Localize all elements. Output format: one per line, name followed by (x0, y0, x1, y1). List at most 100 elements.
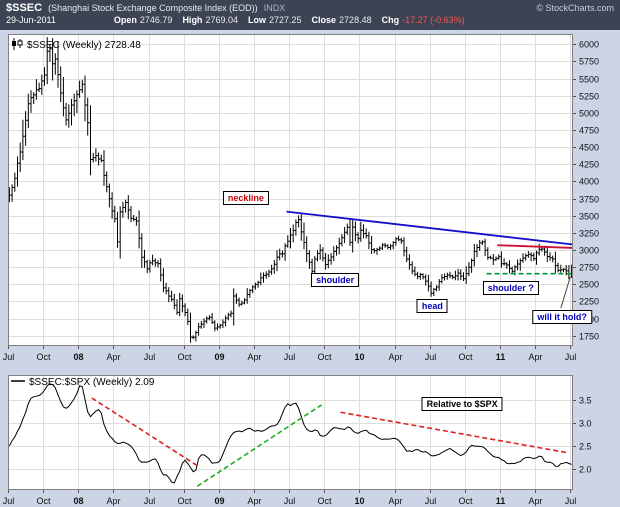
x-axis-label: Apr (247, 352, 261, 362)
x-axis-label: 09 (214, 496, 224, 506)
x-axis-label: Apr (528, 352, 542, 362)
x-axis-label: Oct (458, 496, 473, 506)
close-value: 2728.48 (339, 15, 372, 25)
quote-chg: Chg -17.27 (-0.63%) (382, 15, 465, 25)
plot-background (8, 34, 573, 346)
y-axis-label: 2250 (579, 297, 599, 307)
ratio-chart-title-text: $SSEC:$SPX (Weekly) 2.09 (29, 377, 155, 388)
chg-label: Chg (381, 15, 400, 25)
x-axis-label: 11 (496, 352, 506, 362)
y-axis-label: 6000 (579, 40, 599, 50)
plot-border (8, 34, 573, 346)
high-label: High (182, 15, 203, 25)
x-axis-label: Oct (36, 496, 51, 506)
ratio-chart-title: $SSEC:$SPX (Weekly) 2.09 (11, 377, 154, 388)
y-axis-label: 4500 (579, 143, 599, 153)
quote-high: High 2769.04 (182, 15, 238, 25)
y-axis-label: 3.5 (579, 396, 592, 406)
price-chart: 6000 5750 5500 5250 5000 4750 4500 4250 4000 3750… (3, 34, 599, 363)
quote-values: Open 2746.79 High 2769.04 Low 2727.25 Cl… (114, 15, 465, 25)
x-axis-label: Jul (565, 352, 577, 362)
ratio-chart: 3.5 3.0 2.5 2.0 Jul Oct 08 Apr Jul Oct 09 Apr Jul Oct… (3, 375, 592, 507)
close-label: Close (311, 15, 337, 25)
ratio-line (8, 383, 572, 484)
y-axis-label: 2500 (579, 280, 599, 290)
axis-labels: 6000 5750 5500 5250 5000 4750 4500 4250 4000 3750… (3, 40, 599, 363)
x-axis-label: Oct (177, 496, 192, 506)
trendline (196, 404, 323, 487)
trendline (340, 411, 568, 454)
y-axis-label: 2000 (579, 315, 599, 325)
x-axis-label: Jul (284, 496, 296, 506)
low-value: 2727.25 (268, 15, 302, 25)
x-axis-label: Oct (36, 352, 51, 362)
x-axis-label: 08 (73, 496, 83, 506)
y-axis-label: 3.0 (579, 419, 592, 429)
index-name: (Shanghai Stock Exchange Composite Index… (48, 3, 258, 13)
quote-low: Low 2727.25 (248, 15, 302, 25)
x-axis-label: Jul (144, 496, 156, 506)
x-axis-label: Apr (106, 352, 120, 362)
x-axis-label: Oct (458, 352, 473, 362)
chart-header: $SSEC (Shanghai Stock Exchange Composite… (0, 0, 620, 30)
x-axis-label: Apr (106, 496, 120, 506)
y-axis-label: 5250 (579, 92, 599, 102)
y-axis-label: 3000 (579, 246, 599, 256)
open-label: Open (113, 15, 137, 25)
y-axis-label: 2.5 (579, 442, 592, 452)
price-bars (8, 37, 573, 343)
x-axis-label: 09 (214, 352, 224, 362)
line-style-icon (11, 377, 25, 388)
x-axis-label: Oct (317, 352, 332, 362)
quote-date: 29-Jun-2011 (6, 15, 56, 25)
x-axis-label: Jul (425, 496, 437, 506)
open-value: 2746.79 (139, 15, 173, 25)
y-axis-label: 4000 (579, 177, 599, 187)
x-axis-label: Oct (317, 496, 332, 506)
y-axis-label: 3500 (579, 212, 599, 222)
x-axis-label: Apr (247, 496, 261, 506)
x-axis-label: 10 (354, 352, 364, 362)
y-axis-label: 3750 (579, 195, 599, 205)
y-axis-label: 2750 (579, 263, 599, 273)
y-axis-label: 4250 (579, 160, 599, 170)
trendline (497, 244, 574, 249)
y-axis-label: 4750 (579, 126, 599, 136)
plot-border (8, 375, 573, 490)
plot-background (8, 375, 573, 490)
chg-value: -17.27 (-0.63%) (402, 15, 465, 25)
x-axis-label: Jul (3, 496, 15, 506)
axis-ticks (8, 400, 576, 493)
x-axis-label: Jul (565, 496, 577, 506)
quote-close: Close 2728.48 (312, 15, 372, 25)
x-axis-label: Oct (177, 352, 192, 362)
symbol: $SSEC (6, 2, 43, 14)
low-label: Low (247, 15, 266, 25)
trendlines (286, 210, 574, 309)
trendline (286, 210, 574, 246)
quote-open: Open 2746.79 (114, 15, 173, 25)
trendline (560, 276, 571, 309)
exchange-tag: INDX (263, 3, 286, 13)
price-chart-title-text: $SSEC (Weekly) 2728.48 (27, 40, 141, 51)
x-axis-label: 11 (496, 496, 506, 506)
x-axis-label: Jul (425, 352, 437, 362)
y-axis-label: 5750 (579, 57, 599, 67)
candlestick-icon (11, 37, 23, 54)
axis-ticks (8, 44, 576, 349)
y-axis-label: 1750 (579, 332, 599, 342)
x-axis-label: Jul (284, 352, 296, 362)
y-axis-label: 3250 (579, 229, 599, 239)
y-axis-label: 5000 (579, 109, 599, 119)
header-quote-row: 29-Jun-2011 Open 2746.79 High 2769.04 Lo… (0, 14, 620, 25)
x-axis-label: 08 (73, 352, 83, 362)
x-axis-label: 10 (354, 496, 364, 506)
y-axis-label: 2.0 (579, 465, 592, 475)
trendline (91, 397, 198, 467)
x-axis-label: Jul (144, 352, 156, 362)
price-chart-title: $SSEC (Weekly) 2728.48 (11, 37, 141, 54)
axis-labels: 3.5 3.0 2.5 2.0 Jul Oct 08 Apr Jul Oct 09 Apr Jul Oct… (3, 396, 592, 507)
stockcharts-copyright: © StockCharts.com (536, 3, 614, 13)
gridlines (8, 34, 573, 346)
